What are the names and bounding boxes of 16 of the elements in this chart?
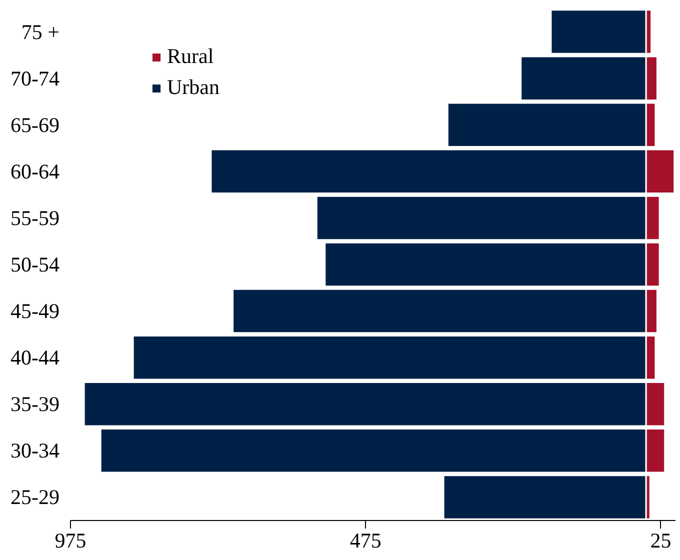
y-tick-label: 50-54	[10, 252, 60, 276]
y-tick-label: 45-49	[10, 299, 60, 324]
x-tick-label: 25	[650, 528, 672, 552]
y-tick-label: 55-59	[10, 206, 60, 230]
x-tick-label: 475	[350, 528, 382, 552]
y-tick-label: 25-29	[10, 485, 60, 510]
legend-label: Rural	[167, 44, 214, 69]
y-tick-label: 75 +	[21, 20, 60, 44]
y-tick-label: 70-74	[10, 66, 60, 90]
y-tick-label: 65-69	[10, 112, 60, 137]
x-tick-label: 975	[54, 528, 86, 552]
y-tick-label: 60-64	[10, 159, 60, 184]
y-tick-label: 40-44	[10, 346, 60, 370]
legend-label: Urban	[167, 75, 220, 100]
y-tick-label: 35-39	[10, 392, 60, 416]
y-tick-label: 30-34	[10, 438, 60, 463]
